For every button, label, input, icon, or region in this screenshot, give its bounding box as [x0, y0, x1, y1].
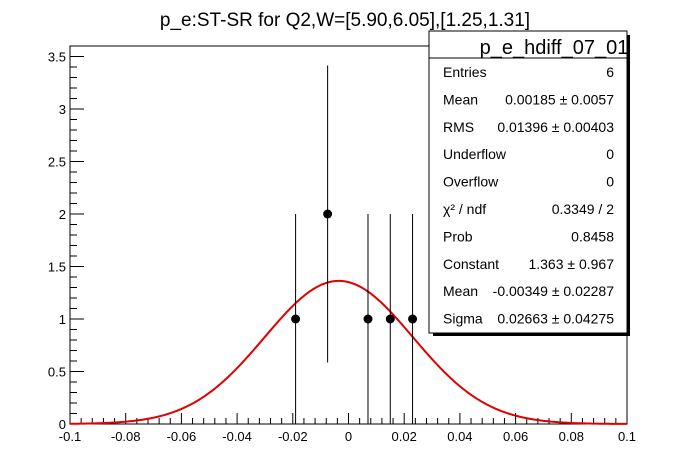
- stats-box-shadow-bottom: [433, 333, 630, 336]
- y-tick-label: 3.5: [48, 50, 66, 65]
- stats-row-label: Underflow: [443, 146, 507, 162]
- stats-row-value: 1.363 ± 0.967: [528, 256, 614, 272]
- stats-row-value: 0.01396 ± 0.00403: [497, 119, 614, 135]
- stats-row-label: Entries: [443, 64, 487, 80]
- stats-box-title: p_e_hdiff_07_01: [480, 37, 629, 59]
- data-points-group: [291, 65, 418, 424]
- y-tick-label: 2.5: [48, 155, 66, 170]
- stats-box-frame: [428, 30, 628, 334]
- x-tick-label: 0.02: [392, 429, 417, 444]
- stats-row-value: 6: [606, 64, 614, 80]
- x-tick-label: 0.08: [559, 429, 584, 444]
- x-tick-label: -0.1: [59, 429, 81, 444]
- x-tick-label: 0.04: [447, 429, 472, 444]
- stats-row-label: Constant: [443, 256, 499, 272]
- stats-row-value: 0: [606, 146, 614, 162]
- stats-box: p_e_hdiff_07_01 Entries 6 Mean 0.00185 ± 0.…: [428, 30, 630, 336]
- x-tick-label: 0.1: [618, 429, 636, 444]
- data-point: [291, 314, 301, 324]
- chart-title: p_e:ST-SR for Q2,W=[5.90,6.05],[1.25,1.3…: [160, 10, 530, 31]
- stats-row-label: Mean: [443, 91, 478, 107]
- stats-row-label: Mean: [443, 283, 478, 299]
- plot-axes: -0.1 -0.08 -0.06 -0.04 -0.02 0 0.02 0.04 0.06 0.0…: [48, 45, 636, 444]
- stats-row-label: χ² / ndf: [443, 201, 486, 217]
- y-tick-label: 1.5: [48, 260, 66, 275]
- stats-row-label: Sigma: [443, 311, 483, 327]
- stats-row-value: -0.00349 ± 0.02287: [493, 283, 615, 299]
- y-tick-label: 0: [59, 417, 66, 432]
- stats-row-value: 0.8458: [571, 228, 614, 244]
- y-tick-label: 1: [59, 312, 66, 327]
- y-tick-label: 2: [59, 207, 66, 222]
- stats-box-shadow-right: [627, 35, 630, 336]
- x-tick-label: -0.06: [167, 429, 197, 444]
- x-tick-label: 0.06: [503, 429, 528, 444]
- y-tick-label: 3: [59, 102, 66, 117]
- fit-curve-group: [69, 279, 627, 425]
- data-point: [408, 314, 418, 324]
- fit-curve: [69, 279, 627, 425]
- stats-row-label: RMS: [443, 119, 474, 135]
- stats-row-value: 0.00185 ± 0.0057: [505, 91, 614, 107]
- stats-row-label: Overflow: [443, 174, 499, 190]
- stats-row-label: Prob: [443, 228, 473, 244]
- stats-row-value: 0.3349 / 2: [552, 201, 614, 217]
- y-tick-label: 0.5: [48, 365, 66, 380]
- x-tick-label: -0.04: [222, 429, 252, 444]
- stats-row-value: 0.02663 ± 0.04275: [497, 311, 614, 327]
- data-point: [323, 209, 333, 219]
- data-point: [363, 314, 373, 324]
- x-tick-label: 0: [345, 429, 352, 444]
- data-point: [385, 314, 395, 324]
- stats-row-value: 0: [606, 174, 614, 190]
- x-tick-label: -0.02: [278, 429, 308, 444]
- x-tick-label: -0.08: [111, 429, 141, 444]
